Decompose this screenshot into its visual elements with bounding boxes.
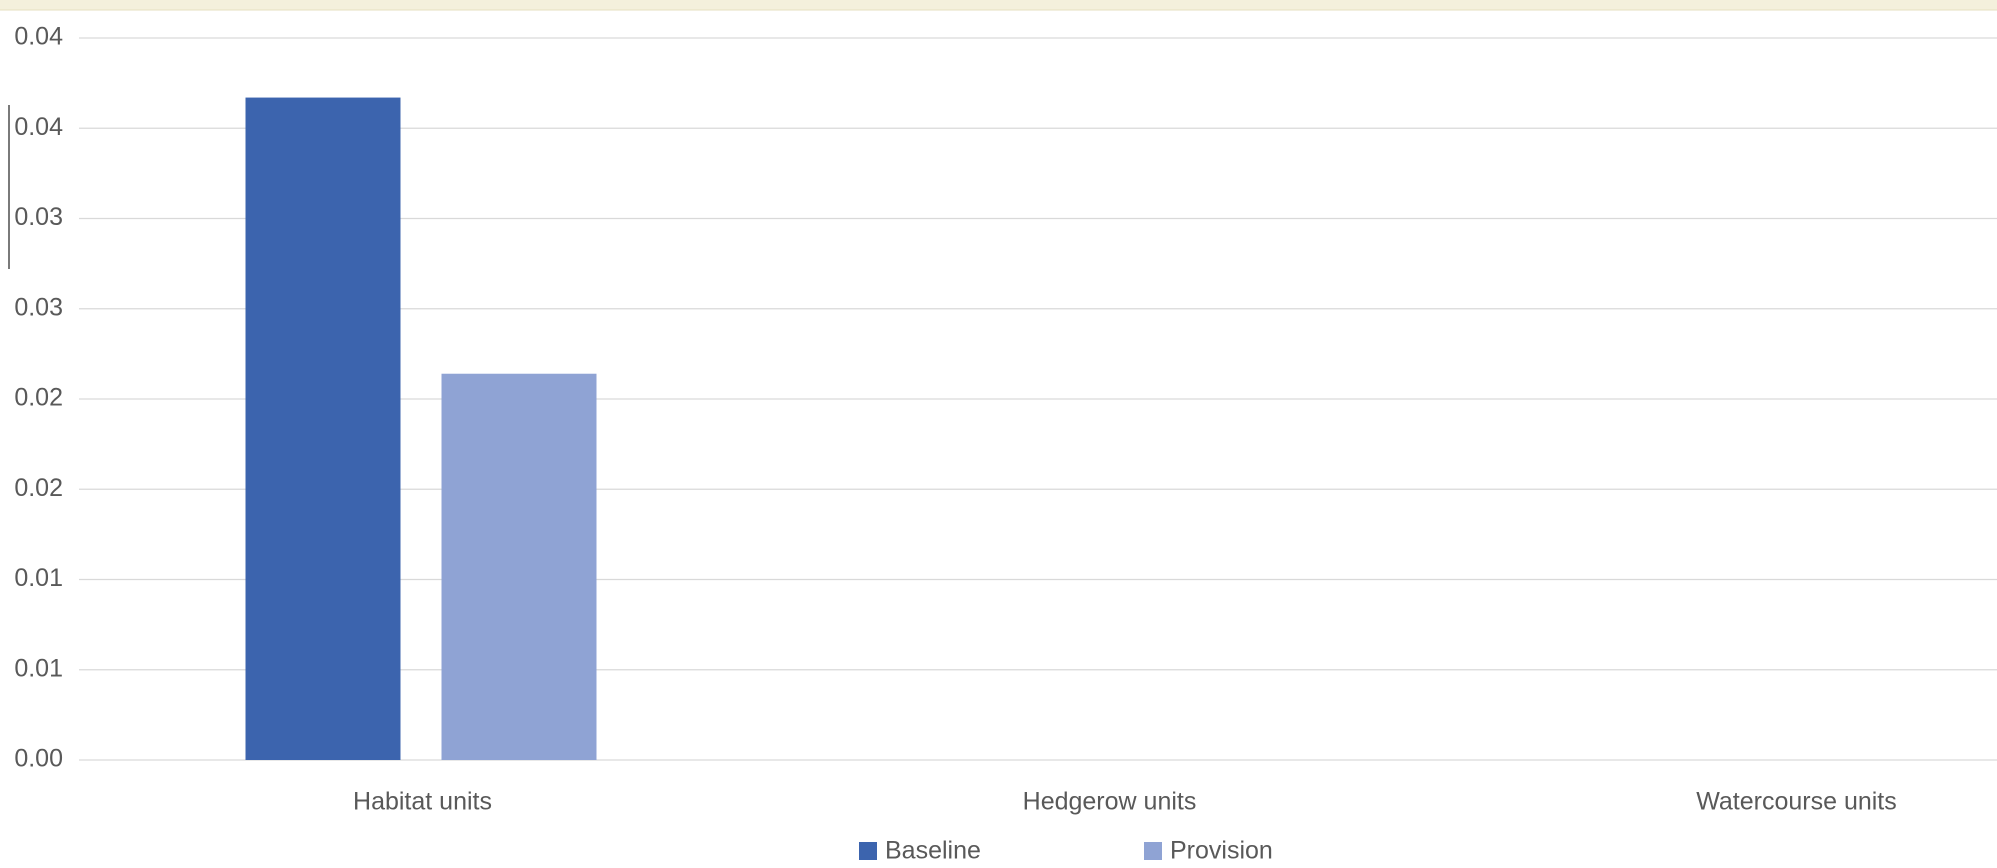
legend-swatch	[859, 842, 877, 860]
bar	[245, 97, 401, 760]
y-tick-label: 0.01	[14, 564, 63, 592]
y-tick-label: 0.04	[14, 23, 63, 51]
legend-label: Provision	[1170, 837, 1273, 865]
y-tick-label: 0.01	[14, 654, 63, 682]
legend-swatch	[1144, 842, 1162, 860]
y-tick-label: 0.03	[14, 293, 63, 321]
legend-label: Baseline	[885, 837, 981, 865]
x-tick-label: Habitat units	[353, 788, 492, 816]
y-tick-label: 0.02	[14, 474, 63, 502]
x-tick-label: Hedgerow units	[1023, 788, 1197, 816]
y-tick-label: 0.00	[14, 745, 63, 773]
bar	[441, 373, 597, 760]
y-tick-label: 0.04	[14, 113, 63, 141]
y-tick-label: 0.02	[14, 384, 63, 412]
y-tick-label: 0.03	[14, 203, 63, 231]
top-band	[0, 0, 1997, 10]
x-tick-label: Watercourse units	[1696, 788, 1897, 816]
